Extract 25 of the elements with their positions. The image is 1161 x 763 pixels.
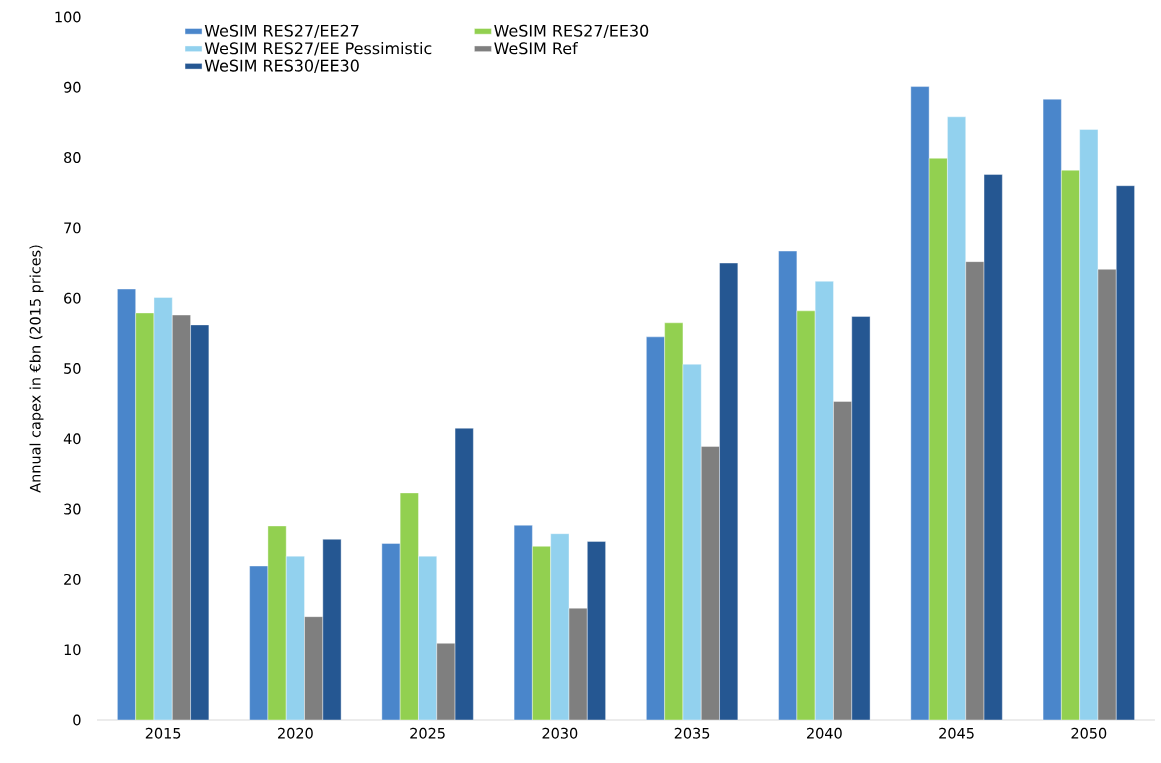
- x-tick-label: 2030: [542, 727, 578, 739]
- y-tick-label: 40: [63, 433, 81, 445]
- y-tick-label: 100: [55, 11, 81, 23]
- x-tick-label: 2035: [674, 727, 710, 739]
- x-tick-label: 2050: [1071, 727, 1107, 739]
- legend-label: WeSIM Ref: [494, 42, 578, 55]
- x-tick-label: 2020: [278, 727, 313, 739]
- x-tick-label: 2025: [410, 727, 445, 739]
- y-tick-label: 80: [64, 152, 81, 164]
- x-tick-label: 2015: [145, 727, 181, 739]
- y-tick-label: 70: [64, 222, 81, 234]
- y-axis-title: Annual capex in €bn (2015 prices): [29, 245, 44, 493]
- y-tick-label: 60: [64, 292, 81, 304]
- y-tick-label: 90: [64, 81, 81, 93]
- legend-label: WeSIM RES27/EE27: [204, 24, 359, 38]
- x-tick-label: 2040: [807, 727, 842, 739]
- y-tick-label: 20: [64, 573, 81, 585]
- y-tick-label: 50: [64, 363, 81, 374]
- x-tick-label: 2045: [939, 727, 974, 739]
- y-tick-label: 10: [64, 644, 81, 656]
- legend-label: WeSIM RES27/EE30: [494, 24, 649, 38]
- y-tick-label: 0: [73, 714, 81, 726]
- y-tick-label: 30: [64, 503, 81, 515]
- legend-label: WeSIM RES30/EE30: [204, 59, 359, 73]
- legend-label: WeSIM RES27/EE Pessimistic: [204, 42, 432, 56]
